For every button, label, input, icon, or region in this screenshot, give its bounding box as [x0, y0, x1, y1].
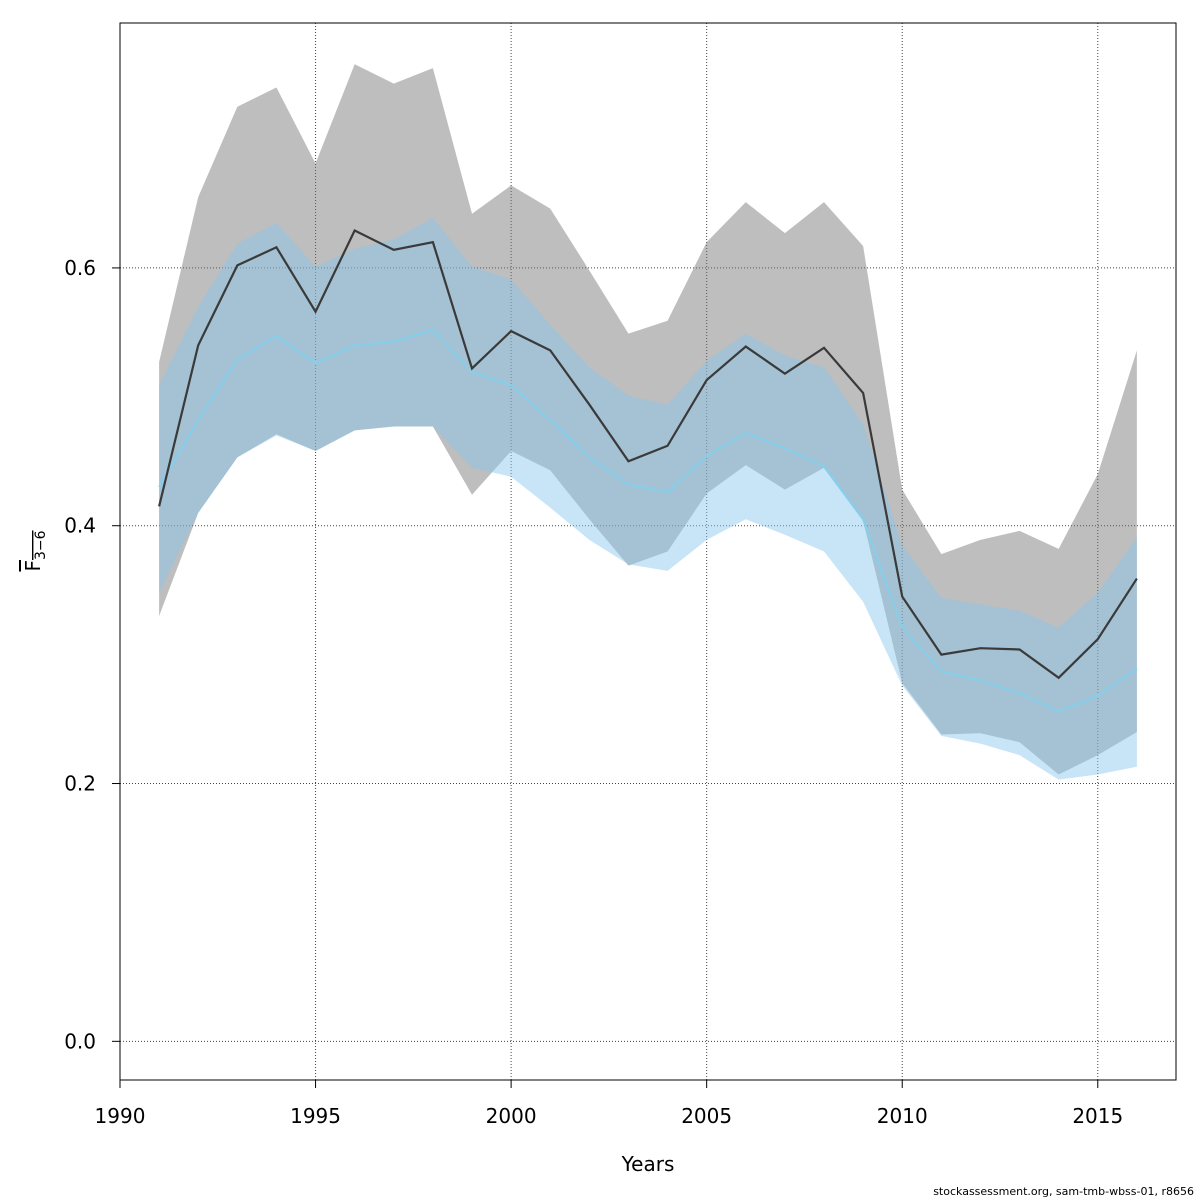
x-tick-label-1995: 1995 [290, 1104, 341, 1128]
x-axis: 1990 1995 2000 2005 2010 2015 [95, 1080, 1123, 1128]
plot-frame [119, 22, 1177, 1081]
series-lines [158, 229, 1138, 713]
y-axis-title-subscript: 3−6 [33, 530, 49, 560]
x-tick-label-2010: 2010 [877, 1104, 928, 1128]
x-tick-label-2015: 2015 [1072, 1104, 1123, 1128]
band-primary [159, 64, 1137, 775]
confidence-bands [159, 64, 1137, 780]
y-axis-title: F3−6 [21, 530, 49, 571]
y-tick-label-0: 0.0 [64, 1029, 96, 1053]
y-tick-label-1: 0.2 [64, 772, 96, 796]
series-line-secondary [158, 328, 1138, 713]
y-tick-label-3: 0.6 [64, 256, 96, 280]
y-axis-title-main: F [21, 560, 45, 572]
y-tick-label-2: 0.4 [64, 514, 96, 538]
x-axis-title: Years [621, 1152, 675, 1176]
band-secondary [159, 217, 1137, 780]
x-tick-label-2005: 2005 [681, 1104, 732, 1128]
y-axis-title-group: F3−6 [21, 530, 49, 571]
footer-credit: stockassessment.org, sam-tmb-wbss-01, r8… [933, 1185, 1194, 1198]
x-tick-label-1990: 1990 [95, 1104, 146, 1128]
series-line-primary [158, 229, 1138, 680]
grid [119, 23, 1176, 1080]
y-axis: 0.0 0.2 0.4 0.6 [64, 256, 120, 1053]
x-tick-label-2000: 2000 [486, 1104, 537, 1128]
